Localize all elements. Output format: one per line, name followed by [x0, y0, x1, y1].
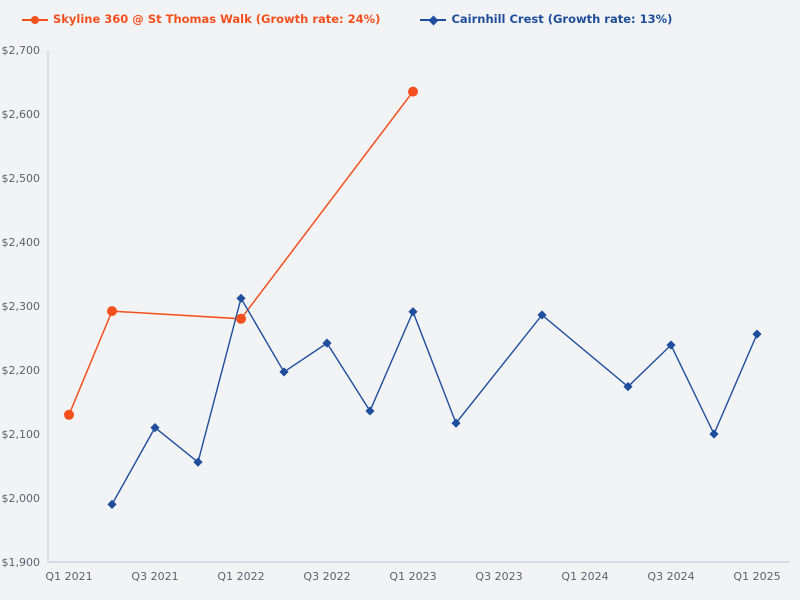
data-point-marker[interactable]	[752, 329, 762, 339]
y-axis-tick-labels: $1,900 $2,000 $2,100 $2,200 $2,300 $2,400 $2,5…	[2, 44, 41, 569]
x-axis-tick-label: Q3 2023	[475, 570, 522, 583]
series-line-diamond	[111, 296, 758, 505]
y-axis-tick-label: $2,400	[2, 236, 41, 249]
data-point-marker[interactable]	[150, 423, 160, 433]
x-axis-tick-labels: Q1 2021 Q3 2021 Q1 2022 Q3 2022 Q1 2023 Q3 20…	[45, 570, 780, 583]
y-axis-tick-label: $2,600	[2, 108, 41, 121]
x-axis-tick-label: Q3 2021	[131, 570, 178, 583]
legend-item-cairnhill-crest[interactable]: Cairnhill Crest (Growth rate: 13%)	[420, 14, 672, 26]
data-point-marker[interactable]	[64, 409, 74, 420]
data-point-marker[interactable]	[107, 499, 117, 509]
data-point-marker[interactable]	[236, 313, 246, 324]
data-point-marker[interactable]	[236, 293, 246, 303]
x-axis-tick-label: Q3 2024	[647, 570, 694, 583]
y-axis-tick-label: $1,900	[2, 556, 41, 569]
data-point-marker[interactable]	[709, 429, 719, 439]
chart-legend: Skyline 360 @ St Thomas Walk (Growth rat…	[0, 0, 800, 40]
x-axis-tick-label: Q1 2023	[389, 570, 436, 583]
data-point-marker[interactable]	[408, 307, 418, 317]
data-point-marker[interactable]	[107, 306, 117, 317]
y-axis-tick-label: $2,500	[2, 172, 41, 185]
data-point-marker[interactable]	[322, 338, 332, 348]
series-line-circle	[68, 91, 414, 416]
x-axis-tick-label: Q1 2024	[561, 570, 608, 583]
data-point-marker[interactable]	[365, 406, 375, 416]
series-markers	[64, 86, 762, 509]
x-axis-tick-label: Q3 2022	[303, 570, 350, 583]
legend-item-skyline-360-st-thomas-walk[interactable]: Skyline 360 @ St Thomas Walk (Growth rat…	[22, 14, 380, 26]
data-point-marker[interactable]	[666, 340, 676, 350]
x-axis-tick-label: Q1 2025	[733, 570, 780, 583]
y-axis-tick-label: $2,700	[2, 44, 41, 57]
y-axis-tick-label: $2,100	[2, 428, 41, 441]
data-point-marker[interactable]	[537, 310, 547, 320]
x-axis-tick-label: Q1 2022	[217, 570, 264, 583]
legend-marker-circle-icon	[22, 14, 48, 26]
data-point-marker[interactable]	[279, 367, 289, 377]
legend-marker-diamond-icon	[420, 14, 447, 26]
x-axis-tick-label: Q1 2021	[45, 570, 92, 583]
data-point-marker[interactable]	[451, 418, 461, 428]
y-axis-tick-label: $2,200	[2, 364, 41, 377]
legend-label-skyline: Skyline 360 @ St Thomas Walk (Growth rat…	[53, 12, 381, 27]
data-point-marker[interactable]	[408, 86, 418, 97]
legend-label-cairnhill: Cairnhill Crest (Growth rate: 13%)	[451, 12, 673, 27]
y-axis-tick-label: $2,300	[2, 300, 41, 313]
data-point-marker[interactable]	[193, 457, 203, 467]
series-lines	[68, 91, 758, 505]
y-axis-tick-label: $2,000	[2, 492, 41, 505]
data-point-marker[interactable]	[623, 382, 633, 392]
